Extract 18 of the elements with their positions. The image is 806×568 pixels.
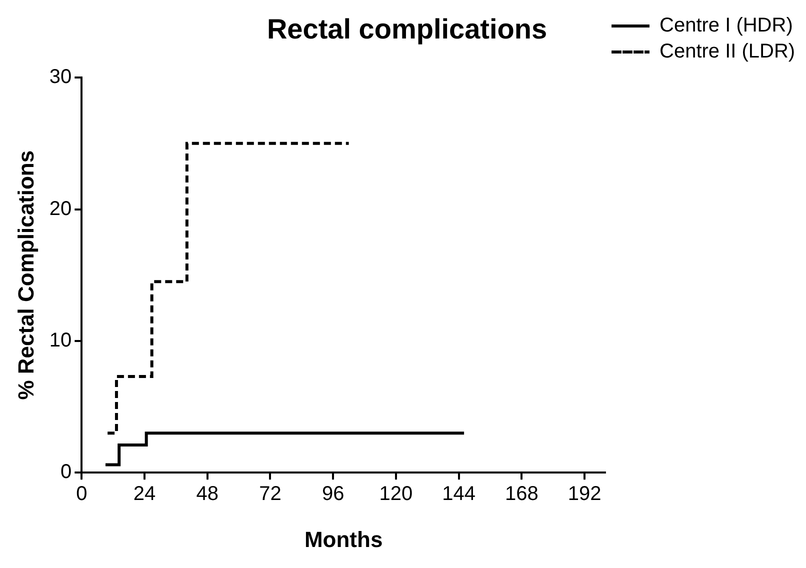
y-tick-label: 0 (60, 461, 72, 484)
x-tick-label: 168 (504, 483, 538, 506)
y-tick-label: 10 (49, 329, 72, 352)
x-tick-label: 192 (568, 483, 602, 506)
y-tick-label: 30 (49, 66, 72, 88)
x-tick-label: 72 (259, 483, 282, 506)
x-tick-label: 0 (76, 483, 88, 506)
x-tick-label: 48 (196, 483, 218, 506)
legend-label: Centre II (LDR) (660, 40, 796, 63)
y-tick-label: 20 (49, 198, 72, 220)
x-tick-label: 144 (442, 483, 476, 506)
x-axis-title: Months (304, 526, 383, 552)
y-axis-title: % Rectal Complications (13, 150, 38, 400)
legend-label: Centre I (HDR) (660, 14, 793, 37)
chart-title: Rectal complications (266, 14, 548, 45)
x-tick-label: 24 (133, 483, 156, 506)
x-tick-label: 120 (379, 483, 413, 506)
x-tick-label: 96 (322, 483, 344, 506)
